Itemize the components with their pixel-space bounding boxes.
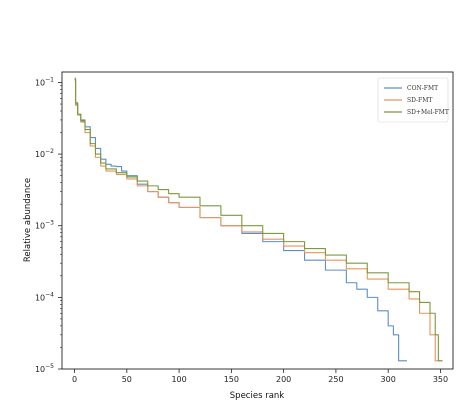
y-tick-label: 10−3 xyxy=(35,220,54,231)
x-tick-label: 100 xyxy=(171,375,186,384)
plot-frame xyxy=(61,71,454,370)
legend-label: SD+Mel-FMT xyxy=(407,109,449,116)
legend-label: SD-FMT xyxy=(407,97,432,104)
x-axis-ticks: 0 50 100 150 200 250 300 350 xyxy=(72,369,448,384)
x-tick-label: 50 xyxy=(122,375,132,384)
series-layer xyxy=(74,77,443,362)
y-tick-label: 10−1 xyxy=(35,76,54,87)
x-tick-label: 250 xyxy=(328,375,343,384)
series-line-2 xyxy=(74,77,443,362)
x-tick-label: 300 xyxy=(381,375,396,384)
x-tick-label: 200 xyxy=(276,375,291,384)
x-tick-label: 350 xyxy=(433,375,448,384)
x-tick-label: 150 xyxy=(224,375,239,384)
y-tick-label: 10−4 xyxy=(35,291,54,302)
legend-label: CON-FMT xyxy=(407,85,438,92)
y-axis-ticks: 10−5 10−4 10−3 10−2 10−1 xyxy=(35,76,62,374)
series-line-0 xyxy=(74,78,407,362)
x-axis-title: Species rank xyxy=(230,391,285,401)
y-tick-label: 10−2 xyxy=(35,148,54,159)
y-tick-label: 10−5 xyxy=(35,363,54,374)
legend-box xyxy=(377,77,449,123)
x-tick-label: 0 xyxy=(72,375,77,384)
series-line-1 xyxy=(74,80,443,362)
y-axis-title: Relative abundance xyxy=(23,178,33,262)
legend: CON-FMT SD-FMT SD+Mel-FMT xyxy=(377,77,449,123)
